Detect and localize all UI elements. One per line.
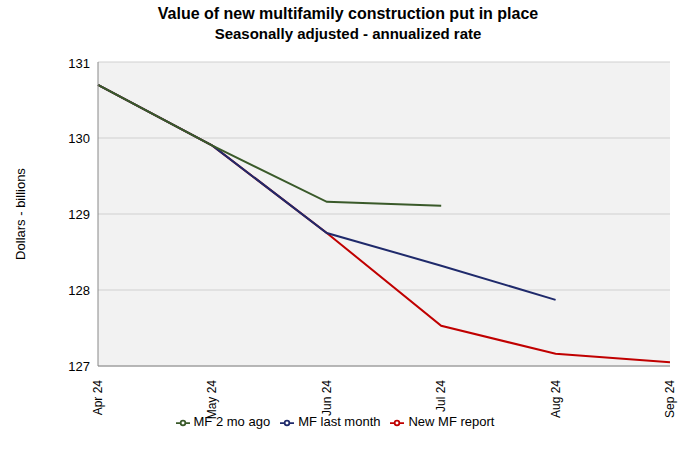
svg-text:127: 127 [68, 359, 90, 374]
html-text:MF 2 mo ago: MF 2 mo ago [193, 414, 271, 429]
html-text:New MF report: New MF report [408, 414, 495, 429]
html-text:MF last month: MF last month [298, 414, 381, 429]
svg-text:129: 129 [68, 207, 90, 222]
svg-text:Jun 24: Jun 24 [320, 380, 334, 416]
svg-text:Sep 24: Sep 24 [663, 380, 677, 418]
svg-text:128: 128 [68, 283, 90, 298]
svg-text:Jul 24: Jul 24 [434, 380, 448, 412]
html-text:Seasonally adjusted - annualiz: Seasonally adjusted - annualized rate [214, 25, 482, 42]
svg-text:Aug 24: Aug 24 [549, 380, 563, 418]
svg-text:Apr 24: Apr 24 [91, 380, 105, 416]
svg-text:131: 131 [68, 56, 90, 71]
html-text:Value of new multifamily const: Value of new multifamily construction pu… [157, 5, 539, 22]
svg-text:Dollars - billions: Dollars - billions [13, 168, 28, 260]
svg-text:130: 130 [68, 131, 90, 146]
svg-text:May 24: May 24 [205, 380, 219, 420]
